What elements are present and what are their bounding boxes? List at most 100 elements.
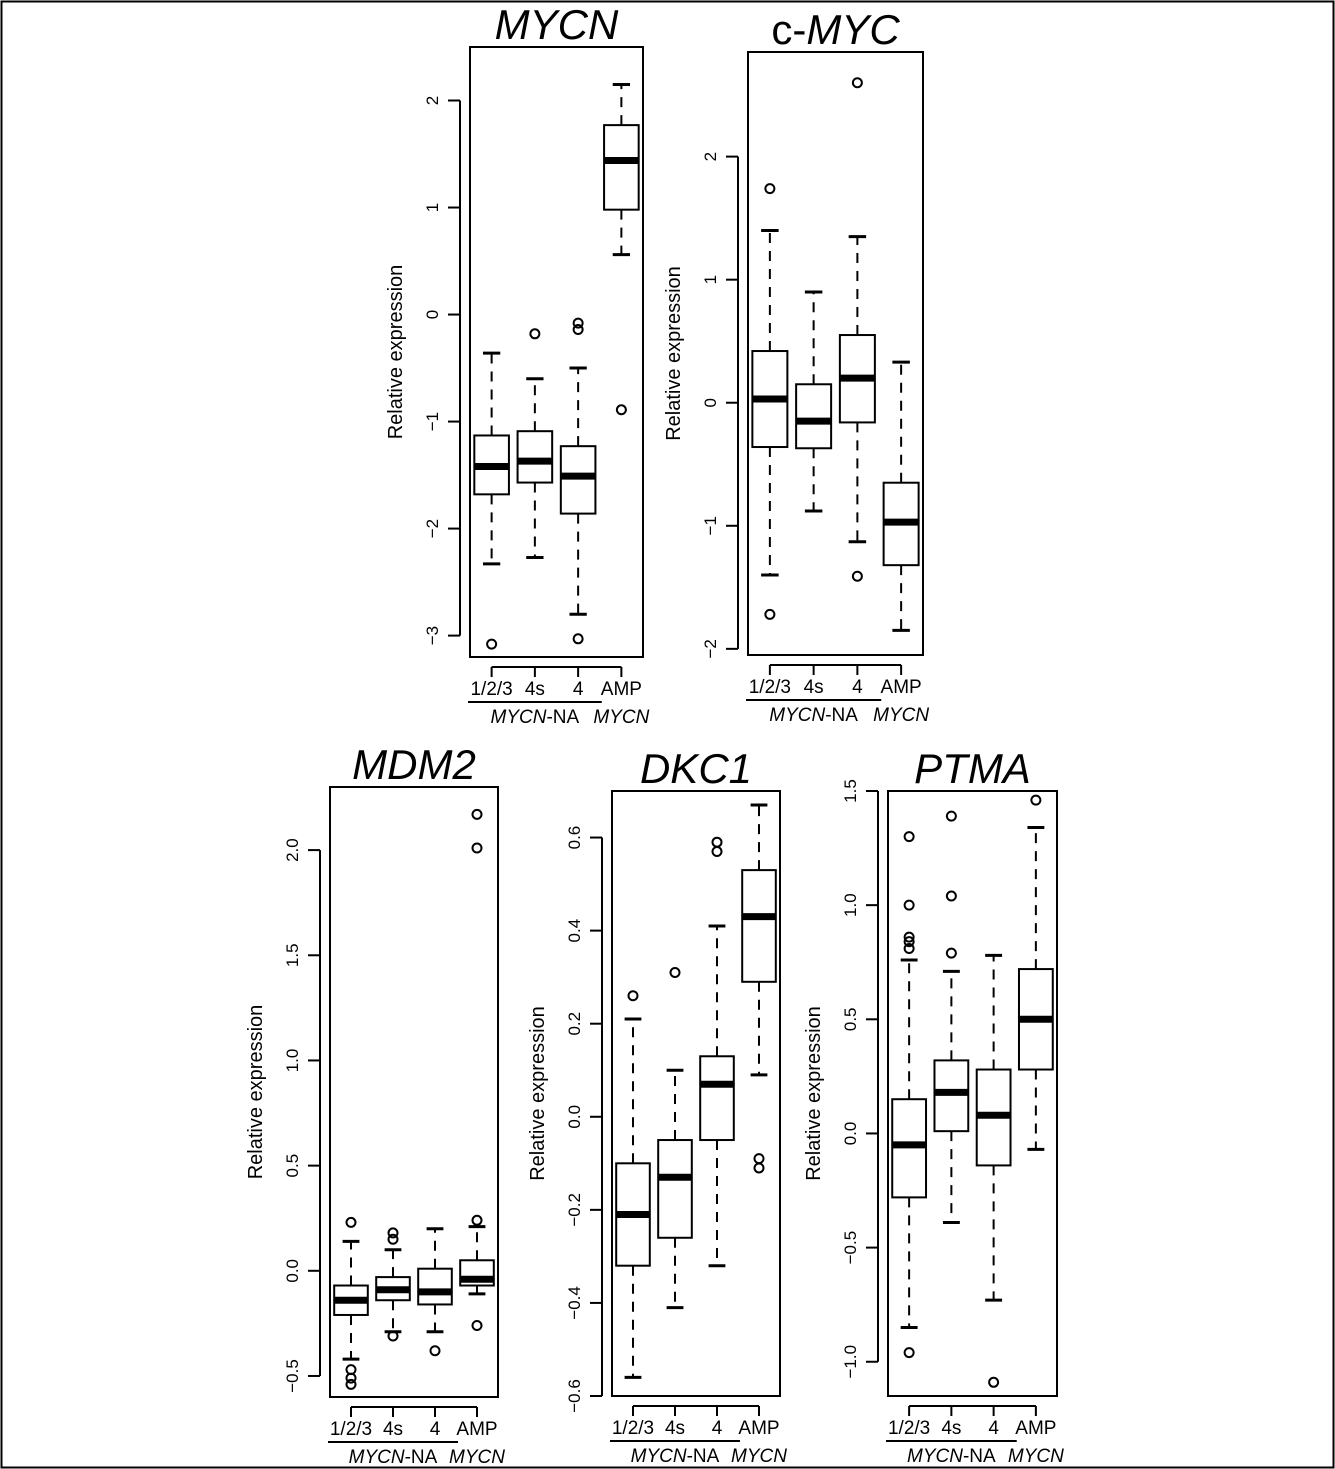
chart-title-part: PTMA [914, 745, 1031, 792]
y-axis-label: Relative expression [663, 266, 685, 441]
outlier-point [903, 931, 915, 943]
outlier-point [572, 324, 584, 336]
y-tick-label: 1.5 [283, 943, 302, 967]
iqr-box [657, 1139, 693, 1239]
y-tick-label: 1.5 [841, 779, 860, 803]
x-category-label: 1/2/3 [330, 1419, 372, 1440]
outlier-point [345, 1378, 357, 1390]
box-AMP [1017, 794, 1054, 1151]
iqr-box [603, 124, 640, 211]
outlier-point [669, 967, 681, 978]
outlier-point [471, 842, 483, 854]
y-axis-label: Relative expression [245, 1005, 267, 1180]
x-category-label: 1/2/3 [888, 1418, 930, 1439]
x-category-label: 4 [573, 679, 584, 700]
x-category-label: 1/2/3 [612, 1418, 654, 1439]
plot-frame [329, 786, 499, 1398]
group-label-na-suffix: -NA [825, 705, 858, 726]
outlier-point [764, 608, 776, 620]
box-1/2/3 [333, 1216, 369, 1390]
outlier-point [615, 404, 627, 416]
group-label-na-suffix: -NA [405, 1447, 438, 1468]
box-AMP [741, 803, 777, 1174]
y-tick-label: 0.5 [841, 1007, 860, 1031]
outlier-point [753, 1162, 765, 1174]
y-tick-label: −2 [423, 519, 442, 538]
outlier-point [572, 633, 584, 645]
outlier-point [903, 899, 915, 911]
outlier-point [486, 638, 498, 650]
outlier-point [387, 1330, 399, 1342]
group-label-na-italic: MYCN [491, 707, 547, 728]
x-category-label: 4s [804, 677, 824, 698]
outlier-point [345, 1372, 357, 1384]
x-category-label: AMP [456, 1419, 497, 1440]
chart-panel-1: MYCN −3 −2 −1 0 1 2 Relative expression 1/2/3 4s 4… [385, 1, 650, 728]
chart-panel-5: PTMA −1.0 −0.5 0.0 0.5 1.0 1.5 Relative express… [803, 745, 1064, 1467]
outlier-point [753, 1153, 765, 1165]
group-label-na-italic: MYCN [349, 1447, 405, 1468]
box-4s [795, 290, 833, 513]
iqr-box [559, 445, 597, 515]
x-category-label: AMP [601, 679, 642, 700]
chart-title-part: MYC [806, 6, 900, 53]
chart-panel-4: DKC1 −0.6 −0.4 −0.2 0.0 0.2 0.4 0.6 Relative exp… [527, 745, 787, 1467]
y-tick-label: 1 [701, 275, 720, 284]
x-category-label: AMP [738, 1418, 779, 1439]
plot-frame [469, 46, 644, 658]
outlier-point [903, 1347, 915, 1359]
y-axis-label: Relative expression [527, 1006, 549, 1181]
group-label-na-suffix: -NA [546, 707, 579, 728]
chart-title: PTMA [914, 745, 1031, 792]
y-tick-label: 2 [701, 152, 720, 161]
group-label-na-italic: MYCN [769, 705, 825, 726]
y-tick-label: 1.0 [283, 1049, 302, 1073]
outlier-point [945, 890, 957, 902]
outlier-point [429, 1345, 441, 1357]
iqr-box [699, 1055, 735, 1142]
group-label-na: MYCN-NA [631, 1446, 720, 1467]
y-tick-label: −0.2 [565, 1193, 584, 1227]
group-label-na-italic: MYCN [907, 1446, 963, 1467]
group-label-na: MYCN-NA [349, 1447, 438, 1468]
y-tick-label: −1 [701, 516, 720, 535]
outlier-point [851, 570, 863, 582]
chart-title: c-MYC [771, 6, 900, 53]
box-AMP [603, 82, 640, 416]
group-label-na: MYCN-NA [491, 707, 580, 728]
outlier-point [345, 1216, 357, 1228]
outlier-point [903, 943, 915, 955]
x-category-label: 4 [430, 1419, 441, 1440]
x-category-label: 1/2/3 [749, 677, 791, 698]
box-4s [516, 328, 554, 559]
box-4s [657, 967, 693, 1310]
chart-panel-2: c-MYC −2 −1 0 1 2 Relative expression 1/2/3 4s 4 A… [663, 6, 929, 726]
outlier-point [711, 836, 723, 848]
y-axis-label: Relative expression [385, 265, 407, 440]
box-4s [375, 1227, 411, 1342]
outlier-point [988, 1376, 1000, 1388]
y-tick-label: 0.0 [565, 1105, 584, 1129]
x-category-label: 4s [383, 1419, 403, 1440]
chart-title-part: MDM2 [352, 741, 476, 788]
box-1/2/3 [473, 351, 510, 650]
plot-frame [887, 790, 1058, 1397]
y-tick-label: 0.2 [565, 1012, 584, 1036]
box-4 [699, 836, 735, 1268]
outlier-point [851, 77, 863, 89]
outlier-point [945, 810, 957, 822]
y-tick-label: −3 [423, 626, 442, 645]
outlier-point [903, 831, 915, 843]
y-tick-label: −0.5 [283, 1359, 302, 1393]
iqr-box [795, 383, 833, 450]
y-tick-label: 1 [423, 203, 442, 212]
outlier-point [471, 1319, 483, 1331]
y-tick-label: −1 [423, 412, 442, 431]
y-tick-label: −0.5 [841, 1231, 860, 1265]
iqr-box [516, 430, 554, 484]
box-4 [975, 953, 1012, 1388]
y-tick-label: 2.0 [283, 838, 302, 862]
box-AMP [882, 360, 920, 632]
